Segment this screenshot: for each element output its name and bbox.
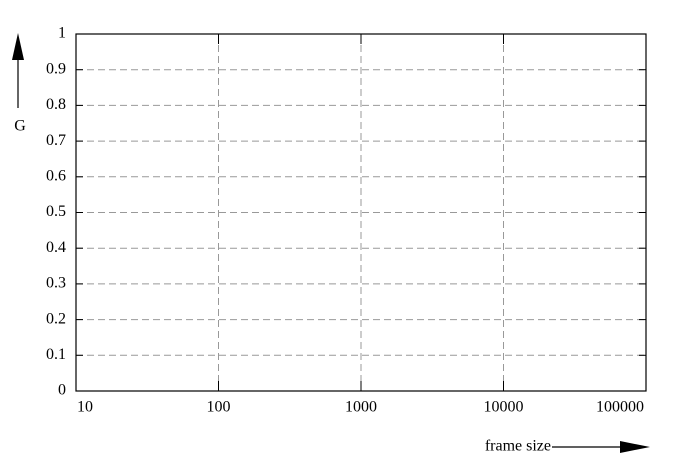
y-tick-label: 0.5	[46, 203, 66, 220]
plot-frame	[75, 33, 647, 392]
y-tick-label: 0.3	[46, 275, 66, 292]
y-tick-label: 0.6	[46, 167, 66, 184]
y-axis-label: G	[14, 118, 26, 135]
y-tick-label: 0.7	[46, 132, 66, 149]
y-tick-label: 1	[58, 25, 66, 42]
x-axis-label: frame size	[485, 438, 551, 455]
x-tick-label: 10	[77, 399, 93, 416]
x-tick-label: 1000	[345, 399, 377, 416]
y-tick-label: 0.8	[46, 96, 66, 113]
x-axis-arrowhead	[620, 441, 650, 453]
y-tick-label: 0	[58, 382, 66, 399]
y-tick-label: 0.2	[46, 310, 66, 327]
y-tick-label: 0.9	[46, 60, 66, 77]
y-tick-label: 0.4	[46, 239, 66, 256]
x-tick-label: 100000	[596, 399, 644, 416]
x-tick-label: 100	[207, 399, 231, 416]
y-tick-label: 0.1	[46, 346, 66, 363]
y-axis-arrowhead	[12, 33, 24, 60]
x-tick-label: 10000	[484, 399, 524, 416]
